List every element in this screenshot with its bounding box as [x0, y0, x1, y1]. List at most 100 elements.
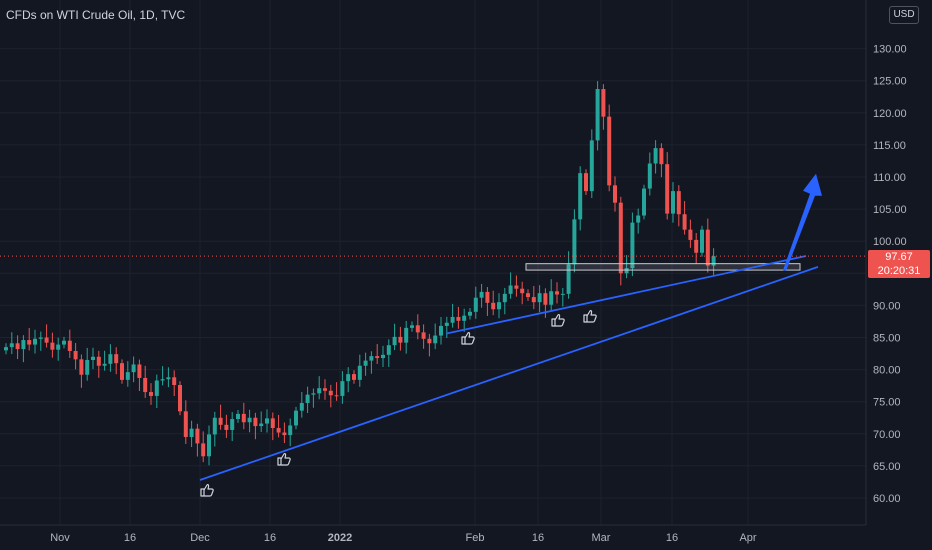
time-tick-label: 16 [666, 532, 678, 544]
price-tick-label: 115.00 [873, 140, 906, 152]
candle-body [450, 316, 455, 323]
bar-countdown: 20:20:31 [877, 265, 921, 277]
thumbs-up-icon [461, 332, 475, 345]
candle-body [317, 388, 322, 394]
candle-body [120, 363, 124, 380]
support-zone-box[interactable] [525, 263, 801, 271]
candle-body [253, 417, 258, 427]
candle-body [363, 360, 368, 366]
price-tick-label: 105.00 [873, 204, 907, 216]
candle-body [189, 428, 194, 438]
candle-body [439, 325, 443, 336]
candle-body [479, 291, 484, 298]
candle-body [427, 338, 432, 344]
time-tick-label: Mar [592, 532, 611, 544]
time-tick-label: Dec [190, 532, 210, 544]
thumbs-up-icon [277, 453, 291, 466]
candle-body [613, 185, 617, 203]
candle-body [462, 315, 467, 321]
candle-body [630, 222, 635, 269]
candle-body [166, 377, 171, 380]
last-price-tag: 97.67 20:20:31 [868, 250, 930, 278]
time-tick-label: 16 [532, 532, 544, 544]
candle-body [172, 377, 177, 386]
candle-body [62, 340, 66, 345]
chart-title: CFDs on WTI Crude Oil, 1D, TVC [6, 8, 186, 22]
candle-body [236, 413, 240, 420]
projection-arrow[interactable] [783, 173, 822, 272]
candle-body [433, 335, 438, 344]
candle-body [386, 345, 391, 355]
candle-body [410, 325, 414, 328]
candle-body [352, 374, 356, 380]
candle-body [311, 393, 316, 395]
price-tick-label: 60.00 [873, 493, 901, 505]
candle-body [21, 340, 26, 350]
candle-body [56, 344, 61, 350]
candle-body [178, 385, 182, 412]
candle-body [259, 423, 264, 427]
candle-body [131, 364, 136, 373]
candle-body [334, 395, 339, 397]
candle-body [85, 359, 90, 375]
candle-body [73, 350, 78, 360]
candle-body [711, 256, 716, 266]
time-tick-label: 16 [124, 532, 136, 544]
candle-body [67, 340, 72, 351]
trendline-short[interactable] [445, 255, 807, 335]
candle-body [671, 191, 675, 214]
price-tick-label: 80.00 [873, 365, 901, 377]
candle-body [514, 285, 519, 289]
candle-body [102, 363, 107, 366]
candle-body [415, 325, 420, 333]
candle-body [508, 285, 513, 294]
time-axis[interactable]: Nov 16 Dec 16 2022 Feb 16 Mar 16 Apr [50, 532, 757, 544]
candle-body [705, 229, 710, 266]
candle-body [572, 219, 577, 265]
candle-body [96, 356, 101, 366]
candle-body [276, 428, 281, 433]
candle-body [555, 291, 559, 295]
candle-body [50, 342, 55, 350]
price-axis[interactable]: 60.0065.0070.0075.0080.0085.0090.0095.00… [873, 44, 907, 505]
candle-body [38, 337, 43, 339]
candle-body [125, 372, 130, 380]
candle-body [653, 148, 658, 164]
candle-body [4, 347, 8, 351]
price-tick-label: 100.00 [873, 236, 907, 248]
candle-body [688, 229, 693, 240]
candle-body [589, 140, 594, 192]
candle-body [624, 268, 629, 274]
candle-body [375, 356, 380, 359]
time-tick-label: Feb [466, 532, 485, 544]
candle-body [15, 343, 20, 350]
candle-body [502, 293, 507, 303]
candle-body [647, 163, 652, 189]
candle-body [340, 381, 345, 396]
candle-body [288, 425, 293, 436]
candle-body [149, 392, 153, 396]
candle-body [700, 229, 704, 253]
time-tick-label: 16 [264, 532, 276, 544]
price-tick-label: 120.00 [873, 108, 907, 120]
candle-body [154, 380, 159, 396]
candle-body [665, 164, 670, 214]
candle-body [578, 173, 583, 220]
time-tick-label: Nov [50, 532, 70, 544]
candle-body [607, 116, 612, 186]
candle-body [305, 394, 310, 403]
currency-button[interactable]: USD [889, 6, 919, 24]
trendline-long[interactable] [199, 266, 819, 481]
candle-body [33, 338, 37, 345]
time-tick-label: 2022 [328, 532, 352, 544]
candle-body [549, 291, 554, 305]
thumbs-up-icon [583, 310, 597, 323]
candle-body [44, 337, 49, 343]
candle-body [91, 356, 95, 360]
candle-body [497, 302, 501, 310]
price-tick-label: 65.00 [873, 461, 901, 473]
candle-body [218, 417, 223, 425]
candle-body [369, 356, 374, 361]
candle-body [398, 336, 403, 343]
